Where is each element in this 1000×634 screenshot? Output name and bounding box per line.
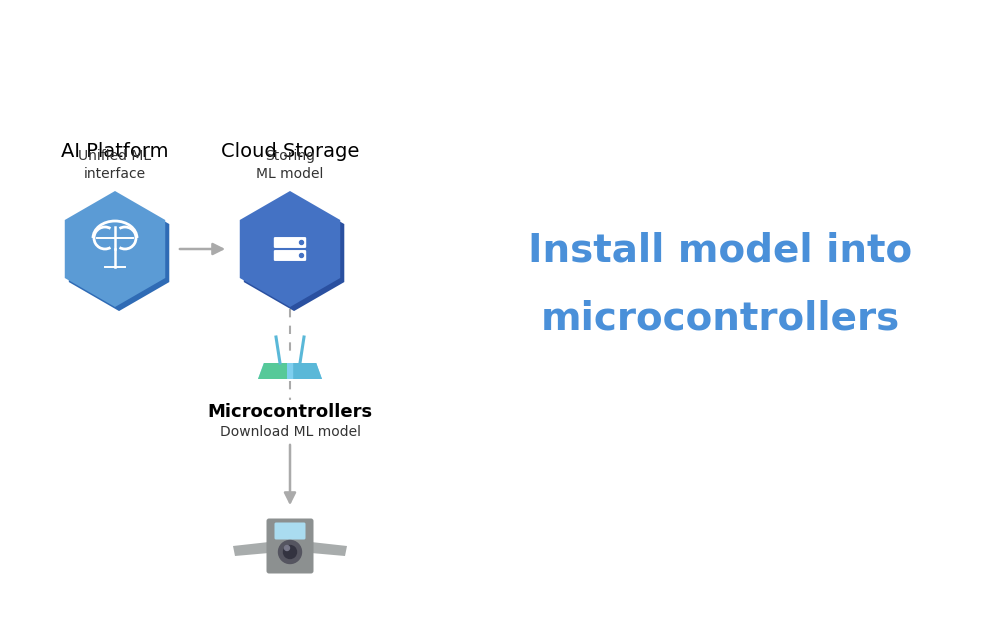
Polygon shape bbox=[240, 191, 340, 307]
Polygon shape bbox=[244, 195, 344, 311]
Text: Cloud Storage: Cloud Storage bbox=[221, 142, 359, 161]
Circle shape bbox=[299, 254, 303, 257]
Polygon shape bbox=[311, 542, 347, 556]
Text: Storing
ML model: Storing ML model bbox=[256, 148, 324, 181]
FancyBboxPatch shape bbox=[274, 250, 306, 261]
Circle shape bbox=[284, 545, 296, 559]
Text: Unified ML
interface: Unified ML interface bbox=[78, 148, 152, 181]
Circle shape bbox=[278, 541, 302, 564]
FancyBboxPatch shape bbox=[266, 519, 314, 574]
Circle shape bbox=[285, 545, 290, 550]
Polygon shape bbox=[258, 363, 322, 379]
Text: Download ML model: Download ML model bbox=[220, 425, 360, 439]
Text: Install model into
microcontrollers: Install model into microcontrollers bbox=[528, 231, 912, 337]
Polygon shape bbox=[233, 542, 269, 556]
Polygon shape bbox=[65, 191, 165, 307]
Polygon shape bbox=[69, 195, 169, 311]
Polygon shape bbox=[293, 363, 322, 379]
FancyBboxPatch shape bbox=[274, 237, 306, 248]
Text: Microcontrollers: Microcontrollers bbox=[207, 403, 373, 421]
FancyBboxPatch shape bbox=[274, 522, 306, 540]
Circle shape bbox=[299, 240, 303, 245]
Polygon shape bbox=[258, 363, 287, 379]
Text: AI Platform: AI Platform bbox=[61, 142, 169, 161]
